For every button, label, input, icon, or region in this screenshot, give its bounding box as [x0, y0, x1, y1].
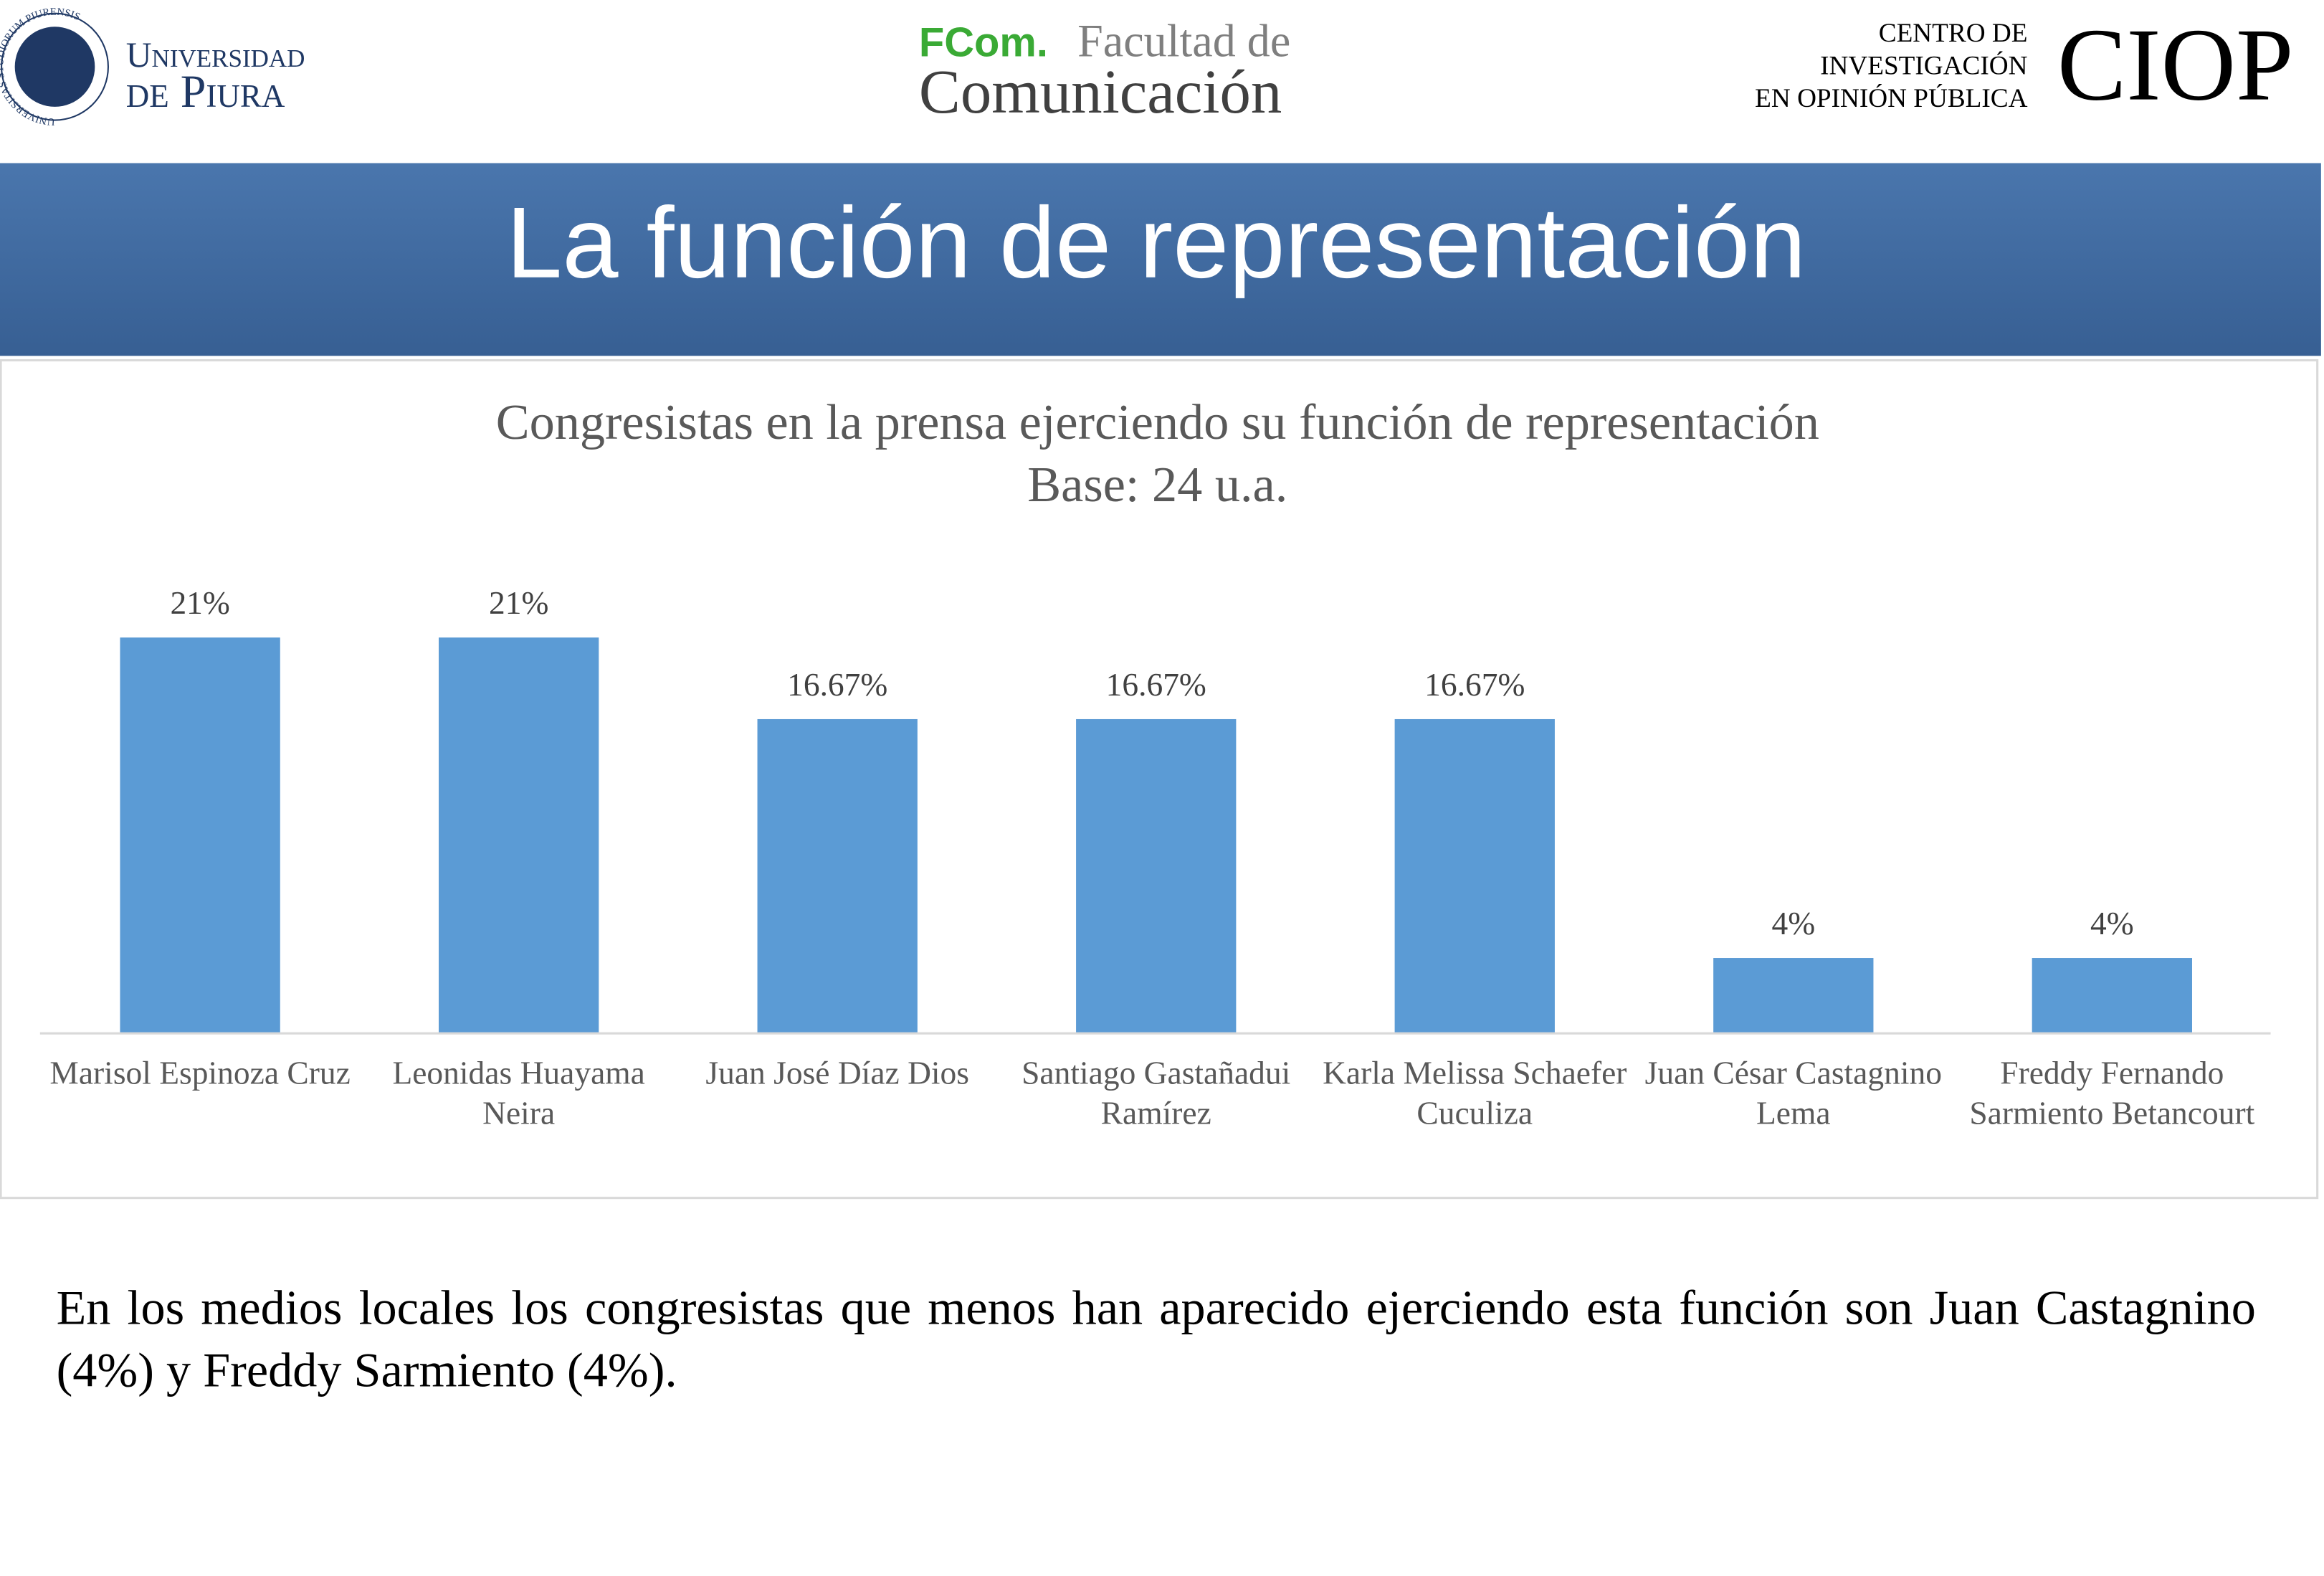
category-box: Marisol Espinoza Cruz — [49, 1054, 351, 1091]
chart-title: Congresistas en la prensa ejerciendo su … — [496, 394, 1819, 450]
chart-frame — [0, 359, 2319, 1200]
paragraph: En los medios locales los congresistas q… — [56, 1282, 2256, 1398]
center-line: INVESTIGACIÓN — [1820, 50, 2027, 80]
category-box: Karla Melissa Schaefer Cuculiza — [1323, 1054, 1627, 1131]
value-label: 4% — [1771, 905, 1815, 941]
x-tick-label: Juan José Díaz Dios — [705, 1054, 970, 1091]
seal — [14, 27, 95, 107]
category-box: Juan José Díaz Dios — [705, 1054, 970, 1091]
bar — [1076, 718, 1237, 1034]
value-label: 16.67% — [1106, 666, 1206, 703]
university-line: Universidad — [126, 35, 305, 75]
category-box: Santiago Gastañadui Ramírez — [1021, 1054, 1291, 1131]
faculty-line: Comunicación — [919, 57, 1282, 126]
bar — [757, 718, 918, 1034]
center-line: CENTRO DE — [1879, 19, 2028, 48]
bar — [1394, 718, 1555, 1034]
faculty-line: Facultad de — [1077, 16, 1290, 67]
category-box: Leonidas Huayama Neira — [392, 1054, 645, 1131]
x-tick-label: Juan César Castagnino Lema — [1644, 1054, 1942, 1131]
chart-subtitle: Base: 24 u.a. — [1027, 457, 1287, 513]
bar — [439, 637, 599, 1034]
x-tick-label: Santiago Gastañadui Ramírez — [1021, 1054, 1291, 1131]
seal-ring — [1, 12, 109, 121]
x-tick-label: Freddy Fernando Sarmiento Betancourt — [1969, 1054, 2255, 1131]
banner-title: La función de representación — [506, 186, 1806, 299]
center-short: CIOP — [2057, 8, 2294, 123]
value-label: 21% — [489, 584, 548, 621]
x-tick-label: Karla Melissa Schaefer Cuculiza — [1323, 1054, 1627, 1131]
x-tick-label: Leonidas Huayama Neira — [392, 1054, 645, 1131]
category-box: Juan César Castagnino Lema — [1644, 1054, 1942, 1131]
university-line: de Piura — [126, 66, 285, 117]
bar — [1713, 958, 1874, 1034]
category-box: Freddy Fernando Sarmiento Betancourt — [1969, 1054, 2255, 1131]
value-label: 16.67% — [787, 666, 887, 703]
center-line: EN OPINIÓN PÚBLICA — [1755, 83, 2027, 113]
bar — [2032, 958, 2192, 1034]
x-tick-label: Marisol Espinoza Cruz — [49, 1054, 351, 1091]
banner — [0, 163, 2321, 356]
faculty-short: FCom. — [919, 20, 1048, 66]
value-label: 16.67% — [1424, 666, 1525, 703]
plot: 21% Marisol Espinoza Cruz 21% Leonidas Huay… — [49, 584, 2255, 1131]
value-label: 4% — [2090, 905, 2134, 941]
bar — [120, 637, 280, 1034]
paragraph-box: En los medios locales los congresistas q… — [56, 1282, 2256, 1398]
value-label: 21% — [170, 584, 229, 621]
